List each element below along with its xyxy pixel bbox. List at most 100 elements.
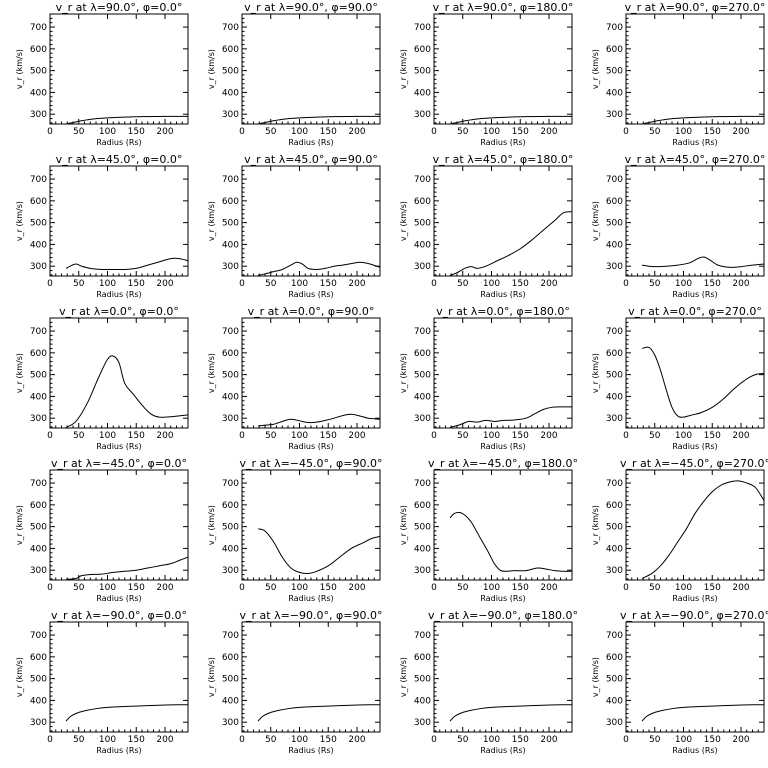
y-tick-label: 600 (222, 653, 239, 663)
x-axis-label: Radius (Rs) (480, 594, 525, 603)
y-axis-label: v_r (km/s) (591, 201, 600, 241)
x-axis-label: Radius (Rs) (672, 594, 717, 603)
y-tick-label: 600 (414, 501, 431, 511)
y-axis-label: v_r (km/s) (207, 49, 216, 89)
y-tick-label: 300 (222, 566, 239, 576)
x-tick-label: 150 (128, 279, 145, 289)
x-tick-label: 0 (431, 431, 437, 441)
x-tick-label: 0 (431, 279, 437, 289)
x-axis-label: Radius (Rs) (480, 138, 525, 147)
x-axis-label: Radius (Rs) (288, 594, 333, 603)
x-tick-label: 0 (431, 735, 437, 745)
x-tick-label: 100 (99, 127, 116, 137)
x-tick-label: 150 (128, 431, 145, 441)
y-tick-label: 500 (606, 67, 623, 77)
y-tick-label: 700 (606, 175, 623, 185)
subplot-title: v_r at λ=−45.0°, φ=180.0° (428, 457, 578, 470)
series-line (65, 257, 188, 271)
plot-frame (433, 165, 573, 277)
x-tick-label: 150 (512, 735, 529, 745)
x-tick-label: 50 (73, 127, 85, 137)
series-line (449, 511, 572, 572)
plot-frame (625, 317, 765, 429)
y-tick-label: 600 (606, 349, 623, 359)
y-tick-label: 700 (606, 23, 623, 33)
x-axis-label: Radius (Rs) (672, 746, 717, 755)
y-tick-label: 500 (30, 219, 47, 229)
subplot-title: v_r at λ=−90.0°, φ=0.0° (51, 609, 187, 622)
subplot-title: v_r at λ=−90.0°, φ=90.0° (240, 609, 383, 622)
y-tick-label: 300 (30, 718, 47, 728)
y-tick-label: 600 (606, 45, 623, 55)
x-tick-label: 150 (704, 279, 721, 289)
subplot-11: v_r at λ=0.0°, φ=180.0° 0 50 100 150 200 300 40… (399, 305, 573, 451)
x-tick-label: 0 (47, 735, 53, 745)
plot-frame (49, 13, 189, 125)
y-tick-label: 600 (30, 45, 47, 55)
x-tick-label: 150 (320, 735, 337, 745)
x-axis-label: Radius (Rs) (96, 746, 141, 755)
plot-frame (241, 469, 381, 581)
y-tick-label: 300 (30, 566, 47, 576)
x-tick-label: 100 (483, 127, 500, 137)
y-axis-label: v_r (km/s) (591, 49, 600, 89)
y-axis-label: v_r (km/s) (207, 201, 216, 241)
x-tick-label: 50 (457, 583, 469, 593)
subplot-title: v_r at λ=−45.0°, φ=0.0° (51, 457, 187, 470)
x-tick-label: 200 (540, 279, 557, 289)
plot-frame (433, 621, 573, 733)
x-tick-label: 0 (623, 735, 629, 745)
y-axis-label: v_r (km/s) (15, 201, 24, 241)
y-tick-label: 300 (414, 262, 431, 272)
x-tick-label: 150 (128, 127, 145, 137)
y-tick-label: 300 (414, 110, 431, 120)
plot-frame (241, 621, 381, 733)
x-tick-label: 200 (732, 127, 749, 137)
x-axis-label: Radius (Rs) (672, 290, 717, 299)
y-axis-label: v_r (km/s) (399, 657, 408, 697)
y-tick-label: 400 (606, 544, 623, 554)
x-tick-label: 0 (47, 583, 53, 593)
x-tick-label: 50 (73, 583, 85, 593)
x-tick-label: 200 (732, 279, 749, 289)
series-line (257, 261, 380, 276)
series-line (641, 346, 764, 418)
x-axis-label: Radius (Rs) (480, 290, 525, 299)
x-tick-label: 50 (265, 127, 277, 137)
x-axis-label: Radius (Rs) (480, 746, 525, 755)
x-tick-label: 100 (483, 279, 500, 289)
y-tick-label: 600 (30, 653, 47, 663)
x-tick-label: 100 (483, 735, 500, 745)
x-tick-label: 200 (540, 127, 557, 137)
x-tick-label: 50 (457, 735, 469, 745)
x-axis-label: Radius (Rs) (288, 746, 333, 755)
y-tick-label: 700 (414, 23, 431, 33)
x-tick-label: 200 (156, 583, 173, 593)
x-tick-label: 0 (239, 735, 245, 745)
y-tick-label: 400 (414, 544, 431, 554)
subplot-title: v_r at λ=90.0°, φ=270.0° (625, 1, 766, 14)
x-tick-label: 100 (675, 583, 692, 593)
y-tick-label: 700 (222, 631, 239, 641)
plot-frame (49, 469, 189, 581)
subplot-5: v_r at λ=45.0°, φ=0.0° 0 50 100 150 200 300 400… (15, 153, 189, 299)
x-axis-label: Radius (Rs) (96, 594, 141, 603)
x-tick-label: 200 (540, 735, 557, 745)
y-axis-label: v_r (km/s) (15, 353, 24, 393)
subplot-14: v_r at λ=−45.0°, φ=90.0° 0 50 100 150 200 300 4… (207, 457, 382, 603)
x-tick-label: 150 (128, 583, 145, 593)
subplot-title: v_r at λ=0.0°, φ=270.0° (628, 305, 762, 318)
y-tick-label: 300 (222, 262, 239, 272)
subplot-16: v_r at λ=−45.0°, φ=270.0° 0 50 100 150 200 300… (591, 457, 768, 603)
plot-frame (433, 317, 573, 429)
x-tick-label: 0 (47, 127, 53, 137)
x-tick-label: 200 (156, 279, 173, 289)
x-tick-label: 100 (675, 431, 692, 441)
y-tick-label: 300 (606, 718, 623, 728)
x-tick-label: 150 (512, 279, 529, 289)
plot-frame (241, 165, 381, 277)
x-tick-label: 50 (649, 583, 661, 593)
x-tick-label: 200 (732, 431, 749, 441)
x-tick-label: 150 (512, 431, 529, 441)
